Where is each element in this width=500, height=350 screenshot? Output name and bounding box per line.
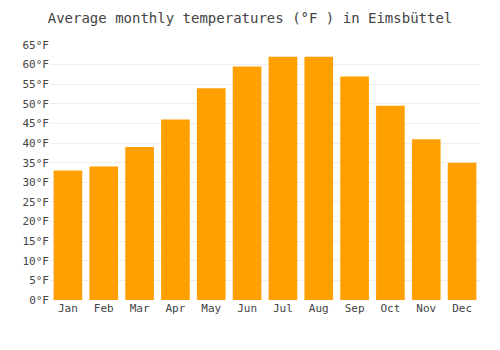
svg-text:25°F: 25°F — [23, 196, 50, 209]
svg-text:65°F: 65°F — [23, 39, 50, 52]
svg-text:0°F: 0°F — [29, 294, 49, 307]
svg-text:5°F: 5°F — [29, 274, 49, 287]
svg-text:20°F: 20°F — [23, 215, 50, 228]
svg-text:May: May — [201, 302, 221, 315]
svg-text:30°F: 30°F — [23, 176, 50, 189]
svg-text:15°F: 15°F — [23, 235, 50, 248]
svg-text:35°F: 35°F — [23, 157, 50, 170]
svg-text:45°F: 45°F — [23, 117, 50, 130]
svg-text:Average monthly temperatures (: Average monthly temperatures (°F ) in Ei… — [48, 10, 453, 26]
svg-text:Apr: Apr — [165, 302, 185, 315]
svg-text:Mar: Mar — [130, 302, 150, 315]
svg-text:10°F: 10°F — [23, 255, 50, 268]
svg-text:Dec: Dec — [452, 302, 472, 315]
svg-text:Jul: Jul — [273, 302, 293, 315]
svg-text:Aug: Aug — [309, 302, 329, 315]
svg-text:Jun: Jun — [237, 302, 257, 315]
svg-text:Feb: Feb — [94, 302, 114, 315]
svg-text:Sep: Sep — [345, 302, 365, 315]
svg-text:Nov: Nov — [416, 302, 436, 315]
svg-text:40°F: 40°F — [23, 137, 50, 150]
svg-text:60°F: 60°F — [23, 58, 50, 71]
svg-text:Oct: Oct — [380, 302, 400, 315]
svg-text:Jan: Jan — [58, 302, 78, 315]
svg-text:50°F: 50°F — [23, 98, 50, 111]
svg-text:55°F: 55°F — [23, 78, 50, 91]
